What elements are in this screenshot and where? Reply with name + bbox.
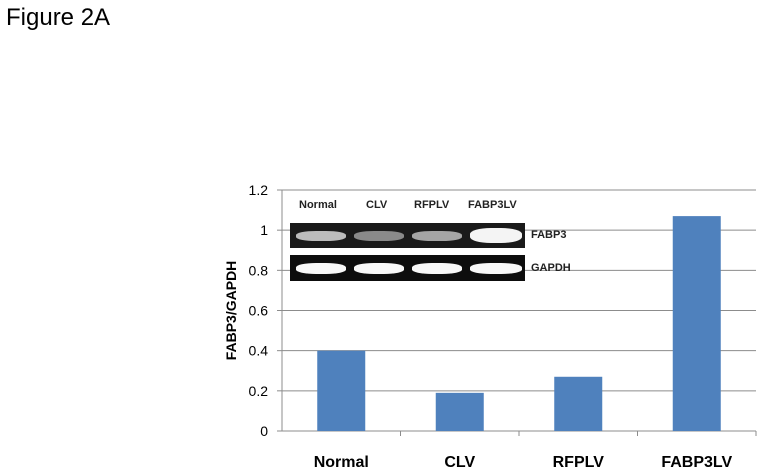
y-tick-label: 1.2	[249, 182, 269, 198]
gapdh-band-rfplv	[412, 263, 462, 274]
y-tick-label: 1	[260, 222, 268, 238]
fabp3-band-fabp3lv	[470, 228, 522, 243]
y-tick-label: 0.8	[249, 262, 269, 278]
fabp3-band-clv	[354, 231, 404, 241]
gapdh-gel-row	[290, 255, 525, 281]
gel-lane-label-normal: Normal	[299, 199, 337, 211]
gel-lane-label-fabp3lv: FABP3LV	[468, 199, 517, 211]
gel-row-label-gapdh: GAPDH	[531, 262, 571, 274]
bar	[317, 350, 366, 431]
bar	[554, 376, 603, 431]
y-tick-label: 0.6	[249, 303, 269, 319]
figure-label: Figure 2A	[6, 4, 111, 31]
bar	[672, 216, 721, 431]
y-axis-title: FABP3/GAPDH	[223, 261, 239, 361]
fabp3-band-rfplv	[412, 231, 462, 241]
y-tick-label: 0.2	[249, 383, 269, 399]
x-tick-label: FABP3LV	[661, 454, 732, 471]
gapdh-band-normal	[296, 263, 346, 274]
gel-lane-label-clv: CLV	[366, 199, 388, 211]
gel-lane-label-rfplv: RFPLV	[414, 199, 450, 211]
y-tick-label: 0	[260, 423, 268, 439]
fabp3-band-normal	[296, 231, 346, 241]
gel-row-label-fabp3: FABP3	[531, 229, 567, 241]
y-tick-label: 0.4	[249, 343, 269, 359]
x-tick-label: CLV	[444, 454, 475, 471]
x-tick-label: Normal	[314, 454, 369, 471]
western-blot-inset: Normal CLV RFPLV FABP3LV FABP3 GAPDH	[290, 197, 571, 285]
bar	[435, 392, 484, 431]
x-tick-label: RFPLV	[553, 454, 605, 471]
fabp3-gel-row	[290, 223, 525, 248]
gapdh-band-clv	[354, 263, 404, 274]
gapdh-band-fabp3lv	[470, 263, 522, 274]
